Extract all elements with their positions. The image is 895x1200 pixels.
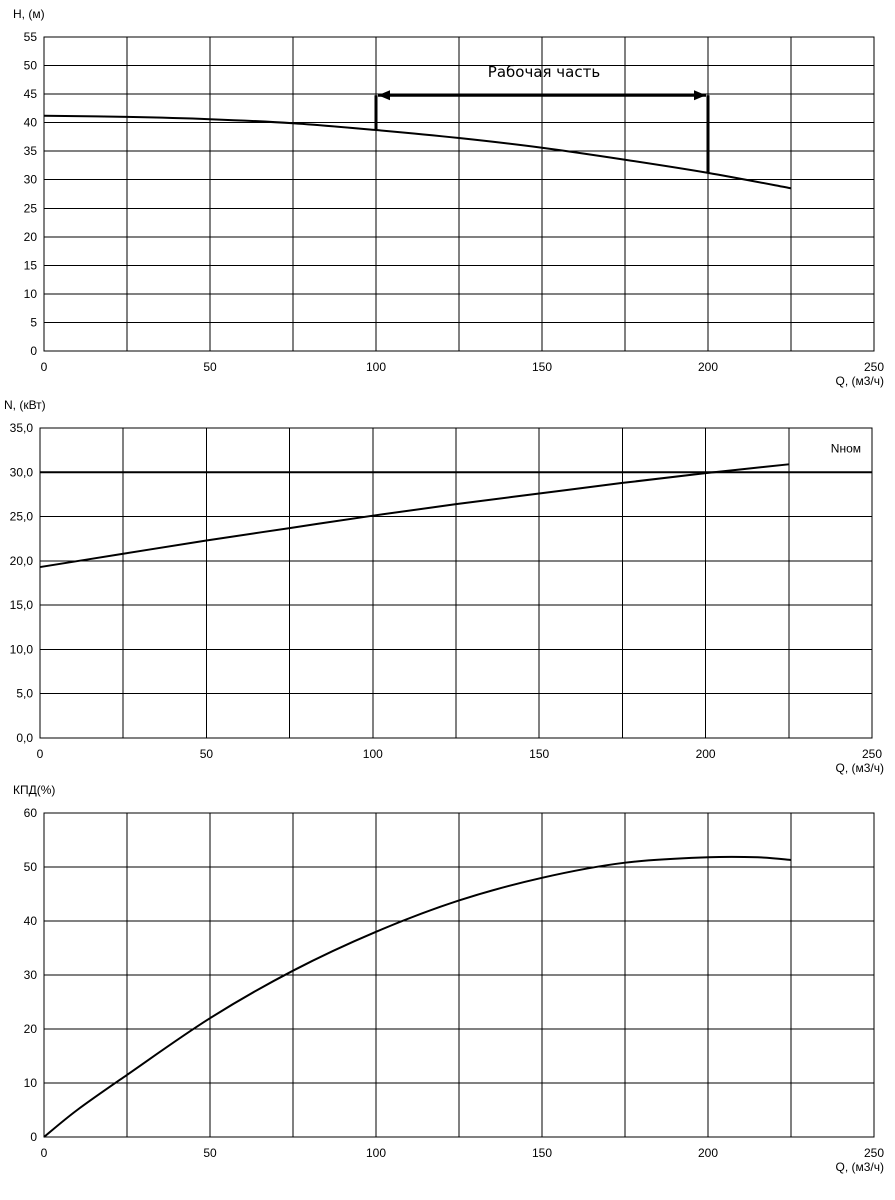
x-tick-label: 200 [698,360,718,374]
y-tick-label: 5,0 [16,687,33,701]
x-tick-label: 100 [366,1146,386,1160]
y-tick-label: 35,0 [10,421,34,435]
y-tick-label: 30 [24,173,38,187]
y-tick-label: 40 [24,914,38,928]
plot-frame [43,812,875,1138]
x-tick-label: 150 [532,1146,552,1160]
x-tick-label: 0 [41,360,48,374]
y-tick-label: 0,0 [16,731,33,745]
y-tick-label: 45 [24,87,38,101]
x-tick-label: 50 [203,360,217,374]
y-tick-label: 10 [24,287,38,301]
plot-frame [43,36,875,352]
y-tick-label: 30,0 [10,465,34,479]
x-tick-label: 150 [532,360,552,374]
x-tick-label: 200 [696,747,716,761]
y-tick-label: 15 [24,258,38,272]
reference-line-label: Nном [831,441,861,455]
chart-3: 0 10 20 30 40 50 60 0 50 100 150 200 250 КПД(%) Q, (м3… [13,783,884,1174]
plot-frame [39,427,873,739]
y-tick-label: 15,0 [10,598,34,612]
y-tick-label: 40 [24,116,38,130]
x-tick-label: 0 [37,747,44,761]
y-tick-label: 50 [24,860,38,874]
y-tick-label: 25 [24,201,38,215]
x-tick-label: 0 [41,1146,48,1160]
arrow-head-right [694,90,706,101]
x-tick-label: 100 [363,747,383,761]
x-tick-label: 50 [200,747,214,761]
y-tick-label: 10,0 [10,642,34,656]
x-axis-label: Q, (м3/ч) [835,761,884,775]
working-range-label: Рабочая часть [488,63,600,81]
x-axis-label: Q, (м3/ч) [835,1160,884,1174]
x-tick-label: 150 [529,747,549,761]
y-tick-label: 30 [24,968,38,982]
y-axis-label: H, (м) [13,7,45,21]
series-line [39,463,789,569]
x-tick-label: 250 [864,360,884,374]
x-tick-label: 250 [864,1146,884,1160]
chart-1: 0 5 10 15 20 25 30 35 40 45 50 55 0 50 100 150 200 250 H, … [13,7,884,388]
y-tick-label: 20 [24,230,38,244]
y-tick-label: 25,0 [10,510,34,524]
chart-2: 0,0 5,0 10,0 15,0 20,0 25,0 30,0 35,0 0 50 100 150 2… [4,398,884,775]
y-tick-label: 10 [24,1076,38,1090]
y-tick-label: 20,0 [10,554,34,568]
y-tick-label: 0 [30,1130,37,1144]
y-tick-label: 0 [30,344,37,358]
y-axis-label: N, (кВт) [4,398,46,412]
y-tick-label: 20 [24,1022,38,1036]
y-tick-label: 35 [24,144,38,158]
y-tick-label: 5 [30,315,37,329]
y-tick-label: 50 [24,59,38,73]
series-line [43,855,792,1138]
x-tick-label: 50 [203,1146,217,1160]
y-tick-label: 60 [24,806,38,820]
x-tick-label: 200 [698,1146,718,1160]
x-axis-label: Q, (м3/ч) [835,374,884,388]
y-tick-label: 55 [24,30,38,44]
y-axis-label: КПД(%) [13,783,55,797]
x-tick-label: 100 [366,360,386,374]
series-line [43,114,792,190]
x-tick-label: 250 [862,747,882,761]
arrow-head-left [378,90,390,101]
